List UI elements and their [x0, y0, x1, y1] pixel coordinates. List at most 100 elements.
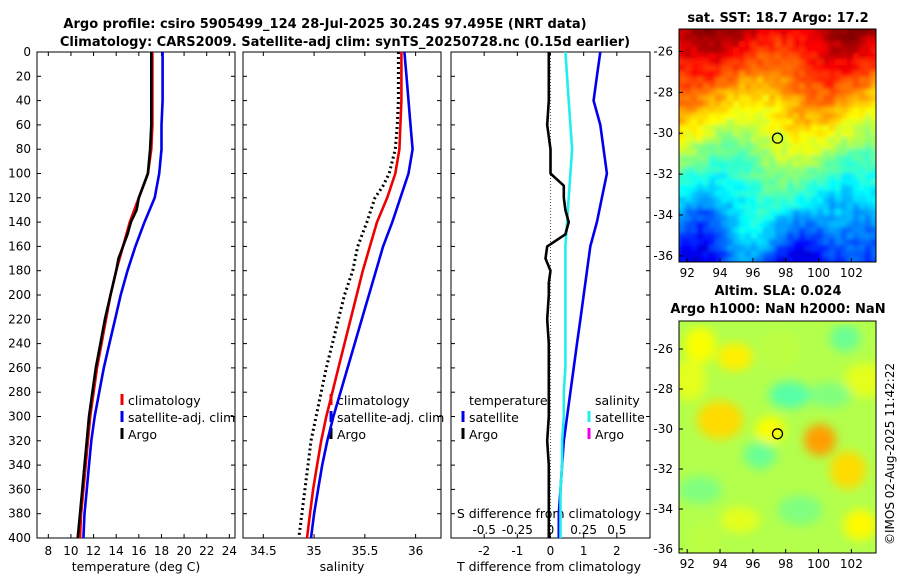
- x-tick-label: 24: [222, 544, 237, 558]
- map-y-tick-label: -36: [653, 249, 673, 263]
- s-tick-label: 0.5: [607, 523, 626, 537]
- sla-map-frame: [678, 320, 877, 554]
- map-y-tick-label: -28: [653, 382, 673, 396]
- map-x-tick-label: 94: [712, 266, 727, 280]
- map-x-tick-label: 98: [778, 557, 793, 571]
- x-tick-label: 16: [131, 544, 146, 558]
- x-tick-label: -2: [478, 544, 490, 558]
- map-x-tick-label: 102: [840, 266, 863, 280]
- legend-label-s-argo: Argo: [595, 427, 624, 442]
- depth-tick-label: 300: [8, 410, 31, 424]
- series-argo: [297, 52, 400, 539]
- depth-tick-label: 360: [8, 482, 31, 496]
- map-y-tick-label: -30: [653, 126, 673, 140]
- depth-tick-label: 20: [16, 69, 31, 83]
- depth-tick-label: 280: [8, 385, 31, 399]
- x-tick-label: 2: [613, 544, 621, 558]
- x-tick-label: -1: [511, 544, 523, 558]
- x-tick-label: 35: [306, 544, 321, 558]
- x-tick-label: 14: [109, 544, 124, 558]
- depth-tick-label: 180: [8, 264, 31, 278]
- depth-tick-label: 0: [23, 45, 31, 59]
- depth-tick-label: 340: [8, 458, 31, 472]
- series-argo: [76, 52, 153, 539]
- map-y-tick-label: -32: [653, 167, 673, 181]
- x-tick-label: 34.5: [250, 544, 277, 558]
- x-tick-label: 8: [44, 544, 52, 558]
- map-x-tick-label: 96: [745, 266, 760, 280]
- depth-tick-label: 320: [8, 434, 31, 448]
- map-y-tick-label: -32: [653, 462, 673, 476]
- series-argo: [544, 52, 571, 538]
- legend-label-argo: Argo: [128, 427, 157, 442]
- map-x-tick-label: 98: [778, 266, 793, 280]
- map-x-tick-label: 100: [807, 266, 830, 280]
- depth-tick-label: 260: [8, 361, 31, 375]
- map-x-tick-label: 92: [680, 266, 695, 280]
- sla-map-title: Altim. SLA: 0.024: [715, 284, 842, 299]
- map-y-tick-label: -30: [653, 422, 673, 436]
- salinity-legend: climatology satellite-adj. clim Argo: [329, 393, 444, 442]
- series-climatology: [305, 52, 403, 539]
- depth-tick-label: 220: [8, 312, 31, 326]
- depth-tick-label: 120: [8, 191, 31, 205]
- depth-tick-label: 160: [8, 239, 31, 253]
- legend-label-t-argo: Argo: [469, 427, 498, 442]
- legend-label-argo: Argo: [337, 427, 366, 442]
- map-y-tick-label: -26: [653, 342, 673, 356]
- legend-header-temperature: temperature: [469, 393, 548, 408]
- x-tick-label: 36: [408, 544, 423, 558]
- x-tick-label: 12: [86, 544, 101, 558]
- series-satellite-adj-clim: [82, 52, 164, 539]
- s-tick-label: -0.25: [502, 523, 533, 537]
- map-x-tick-label: 94: [712, 557, 727, 571]
- difference-xlabel: T difference from climatology: [456, 559, 642, 574]
- figure-title-line2: Climatology: CARS2009. Satellite-adj cli…: [60, 35, 630, 50]
- x-tick-label: 10: [63, 544, 78, 558]
- x-tick-label: 35.5: [351, 544, 378, 558]
- s-tick-label: -0.5: [472, 523, 495, 537]
- depth-tick-label: 400: [8, 531, 31, 545]
- difference-legend: temperature satellite Argo salinity sate…: [461, 393, 645, 442]
- depth-tick-label: 380: [8, 507, 31, 521]
- map-x-tick-label: 102: [840, 557, 863, 571]
- legend-label-satellite: satellite-adj. clim: [128, 410, 235, 425]
- figure-title-line1: Argo profile: csiro 5905499_124 28-Jul-2…: [63, 17, 586, 32]
- depth-tick-label: 40: [16, 94, 31, 108]
- map-y-tick-label: -34: [653, 208, 673, 222]
- sla-map-subtitle: Argo h1000: NaN h2000: NaN: [670, 302, 885, 317]
- map-y-tick-label: -28: [653, 85, 673, 99]
- map-x-tick-label: 92: [680, 557, 695, 571]
- imos-timestamp: ©IMOS 02-Aug-2025 11:42:22: [883, 363, 897, 545]
- temperature-xlabel: temperature (deg C): [72, 559, 201, 574]
- legend-label-s-satellite: satellite: [595, 410, 645, 425]
- depth-tick-label: 200: [8, 288, 31, 302]
- argo-location-marker: [771, 428, 784, 440]
- sst-map-frame: [678, 28, 877, 263]
- map-y-tick-label: -36: [653, 542, 673, 556]
- temperature-legend: climatology satellite-adj. clim Argo: [120, 393, 235, 442]
- depth-tick-label: 80: [16, 142, 31, 156]
- salinity-xlabel: salinity: [320, 559, 365, 574]
- salinity-panel: [242, 51, 442, 539]
- depth-tick-label: 100: [8, 167, 31, 181]
- series-salinity-satellite: [559, 51, 574, 538]
- legend-label-climatology: climatology: [128, 393, 201, 408]
- temperature-panel: [36, 51, 236, 539]
- legend-label-satellite: satellite-adj. clim: [337, 410, 444, 425]
- depth-tick-label: 140: [8, 215, 31, 229]
- x-tick-label: 1: [580, 544, 588, 558]
- map-y-tick-label: -26: [653, 44, 673, 58]
- x-tick-label: 0: [547, 544, 555, 558]
- legend-label-t-satellite: satellite: [469, 410, 519, 425]
- argo-location-marker: [771, 132, 784, 144]
- x-tick-label: 20: [176, 544, 191, 558]
- s-tick-label: 0.25: [570, 523, 597, 537]
- map-y-tick-label: -34: [653, 502, 673, 516]
- x-tick-label: 18: [154, 544, 169, 558]
- sla-map: [678, 320, 877, 554]
- series-satellite-adj-clim: [309, 51, 414, 539]
- map-x-tick-label: 96: [745, 557, 760, 571]
- depth-tick-label: 60: [16, 118, 31, 132]
